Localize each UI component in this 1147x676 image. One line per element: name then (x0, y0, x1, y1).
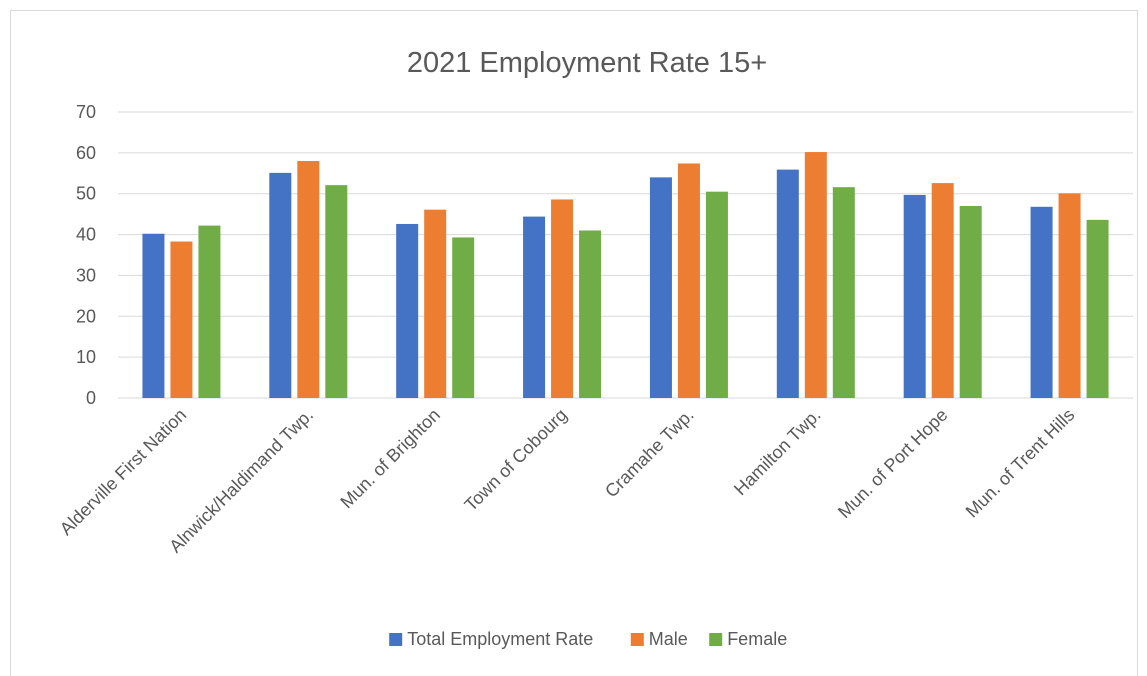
bar-female (705, 191, 728, 398)
bar-total-employment-rate (269, 172, 292, 398)
bars (142, 152, 1109, 398)
bar-female (1086, 219, 1109, 398)
bar-female (579, 230, 602, 398)
bar-female (452, 237, 475, 398)
bar-male (424, 209, 447, 398)
bar-male (1058, 193, 1081, 398)
bar-total-employment-rate (1030, 206, 1053, 398)
bar-total-employment-rate (396, 223, 419, 398)
y-tick-label: 10 (76, 347, 96, 367)
bar-female (325, 185, 348, 398)
legend: Total Employment Rate Male Female (389, 629, 787, 649)
bar-male (170, 241, 193, 398)
legend-label: Total Employment Rate (407, 629, 593, 649)
bar-male (297, 161, 320, 398)
bar-total-employment-rate (142, 233, 165, 398)
bar-male (931, 183, 954, 398)
bar-total-employment-rate (523, 216, 546, 398)
x-tick-label: Hamilton Twp. (730, 405, 825, 500)
x-axis-labels: Alderville First NationAlnwick/Haldimand… (56, 405, 1079, 557)
y-tick-label: 30 (76, 265, 96, 285)
bar-female (959, 205, 982, 398)
x-tick-label: Alderville First Nation (56, 405, 190, 539)
x-tick-label: Cramahe Twp. (601, 405, 698, 502)
legend-swatch (630, 633, 644, 646)
bar-total-employment-rate (649, 177, 672, 398)
legend-swatch (709, 633, 723, 646)
bar-total-employment-rate (776, 169, 799, 398)
y-tick-label: 20 (76, 306, 96, 326)
bar-male (551, 199, 574, 398)
bar-female (198, 225, 221, 398)
bar-female (832, 187, 855, 398)
chart-title: 2021 Employment Rate 15+ (407, 47, 767, 79)
legend-label: Female (727, 629, 787, 649)
bar-male (804, 152, 827, 398)
bar-total-employment-rate (903, 194, 926, 398)
y-tick-label: 40 (76, 225, 96, 245)
y-tick-label: 0 (86, 388, 96, 408)
x-tick-label: Mun. of Port Hope (834, 405, 951, 522)
y-axis-ticks: 0 10 20 30 40 50 60 70 (76, 102, 96, 408)
y-tick-label: 70 (76, 102, 96, 122)
bar-male (677, 163, 700, 398)
x-tick-label: Mun. of Trent Hills (962, 405, 1079, 522)
y-tick-label: 60 (76, 143, 96, 163)
x-tick-label: Town of Cobourg (461, 405, 571, 515)
y-tick-label: 50 (76, 184, 96, 204)
legend-swatch (389, 633, 403, 646)
legend-label: Male (649, 629, 688, 649)
x-tick-label: Mun. of Brighton (336, 405, 444, 513)
x-tick-label: Alnwick/Haldimand Twp. (165, 405, 317, 557)
